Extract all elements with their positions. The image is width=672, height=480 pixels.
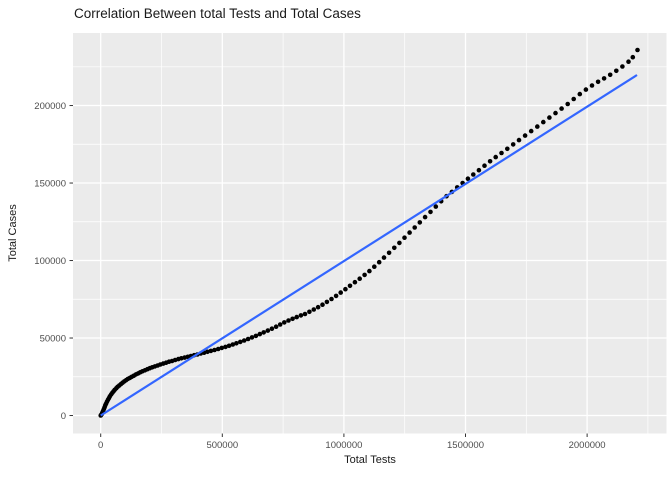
- scatter-point: [343, 286, 348, 292]
- scatter-point: [261, 330, 267, 335]
- scatter-point: [412, 225, 418, 230]
- scatter-point: [215, 346, 221, 352]
- scatter-point: [273, 324, 279, 330]
- scatter-point: [402, 235, 407, 240]
- scatter-point: [471, 172, 476, 177]
- scatter-point: [320, 302, 325, 308]
- scatter-point: [290, 316, 295, 322]
- y-tick-label: 50000: [40, 334, 66, 345]
- x-tick-label: 1500000: [447, 440, 484, 451]
- scatter-point: [422, 214, 428, 220]
- scatter-point: [614, 68, 619, 74]
- scatter-point: [601, 76, 607, 81]
- scatter-point: [307, 309, 312, 315]
- scatter-point: [499, 150, 504, 156]
- scatter-point: [212, 347, 217, 353]
- scatter-point: [208, 348, 214, 354]
- scatter-point: [372, 264, 377, 270]
- scatter-point: [386, 250, 392, 256]
- scatter-point: [577, 91, 583, 97]
- scatter-point: [487, 159, 493, 164]
- scatter-point: [630, 54, 636, 60]
- scatter-point: [547, 115, 552, 120]
- scatter-point: [565, 101, 570, 107]
- scatter-point: [465, 176, 471, 181]
- scatter-point: [241, 338, 247, 343]
- scatter-point: [324, 299, 330, 305]
- scatter-point: [338, 290, 344, 295]
- scatter-point: [362, 272, 367, 278]
- scatter-point: [219, 345, 225, 351]
- scatter-point: [347, 283, 353, 289]
- plot-title: Correlation Between total Tests and Tota…: [74, 6, 361, 21]
- scatter-point: [329, 296, 334, 302]
- scatter-point: [571, 96, 576, 102]
- x-axis-title: Total Tests: [344, 454, 396, 466]
- scatter-point: [265, 328, 271, 333]
- y-tick-label: 100000: [34, 256, 66, 267]
- scatter-point: [367, 268, 372, 274]
- scatter-point: [315, 304, 321, 310]
- scatter-point: [482, 163, 487, 168]
- scatter-point: [522, 133, 528, 138]
- scatter-point: [294, 314, 300, 320]
- scatter-point: [223, 344, 228, 350]
- scatter-point: [607, 72, 613, 78]
- scatter-point: [298, 313, 304, 318]
- scatter-point: [433, 204, 439, 209]
- scatter-point: [238, 339, 243, 345]
- scatter-point: [226, 343, 232, 349]
- scatter-point: [583, 87, 589, 92]
- x-tick-label: 2000000: [569, 440, 606, 451]
- scatter-point: [589, 83, 595, 88]
- scatter-point: [620, 64, 625, 69]
- scatter-point: [626, 59, 631, 64]
- scatter-point: [352, 279, 358, 285]
- scatter-point: [528, 128, 534, 134]
- scatter-point: [286, 318, 291, 323]
- scatter-point: [249, 335, 255, 340]
- scatter-point: [277, 322, 283, 327]
- scatter-point: [376, 259, 382, 265]
- y-tick-label: 0: [61, 411, 66, 422]
- scatter-point: [595, 79, 601, 85]
- scatter-point: [245, 336, 251, 342]
- scatter-point: [428, 209, 433, 215]
- scatter-point: [311, 307, 317, 312]
- scatter-point: [493, 154, 499, 160]
- scatter-point: [333, 293, 339, 299]
- scatter-point: [357, 276, 363, 282]
- scatter-point: [505, 146, 510, 152]
- scatter-point: [234, 341, 239, 346]
- scatter-point: [510, 142, 516, 147]
- x-tick-label: 1000000: [325, 440, 362, 451]
- scatter-point: [476, 167, 482, 173]
- scatter-point: [417, 220, 423, 225]
- y-tick-label: 200000: [34, 101, 66, 112]
- y-tick-label: 150000: [34, 179, 66, 190]
- scatter-point: [559, 106, 564, 111]
- scatter-point: [257, 331, 263, 337]
- scatter-point: [269, 326, 275, 332]
- scatter-point: [381, 255, 387, 260]
- scatter-point: [541, 119, 546, 125]
- scatter-point: [392, 245, 397, 251]
- panel-background: [73, 33, 667, 434]
- scatter-point: [282, 320, 287, 325]
- scatter-point: [635, 47, 640, 53]
- scatter-point: [302, 311, 308, 317]
- scatter-point: [253, 333, 259, 339]
- scatter-point: [407, 230, 412, 235]
- x-tick-label: 0: [98, 440, 103, 451]
- scatter-point: [535, 124, 540, 129]
- x-tick-label: 500000: [206, 440, 238, 451]
- scatter-point: [397, 240, 402, 246]
- y-axis-title: Total Cases: [7, 204, 19, 262]
- scatter-point: [516, 137, 522, 143]
- scatter-point: [230, 342, 236, 347]
- scatter-point: [553, 110, 558, 116]
- trend-line: [100, 74, 638, 417]
